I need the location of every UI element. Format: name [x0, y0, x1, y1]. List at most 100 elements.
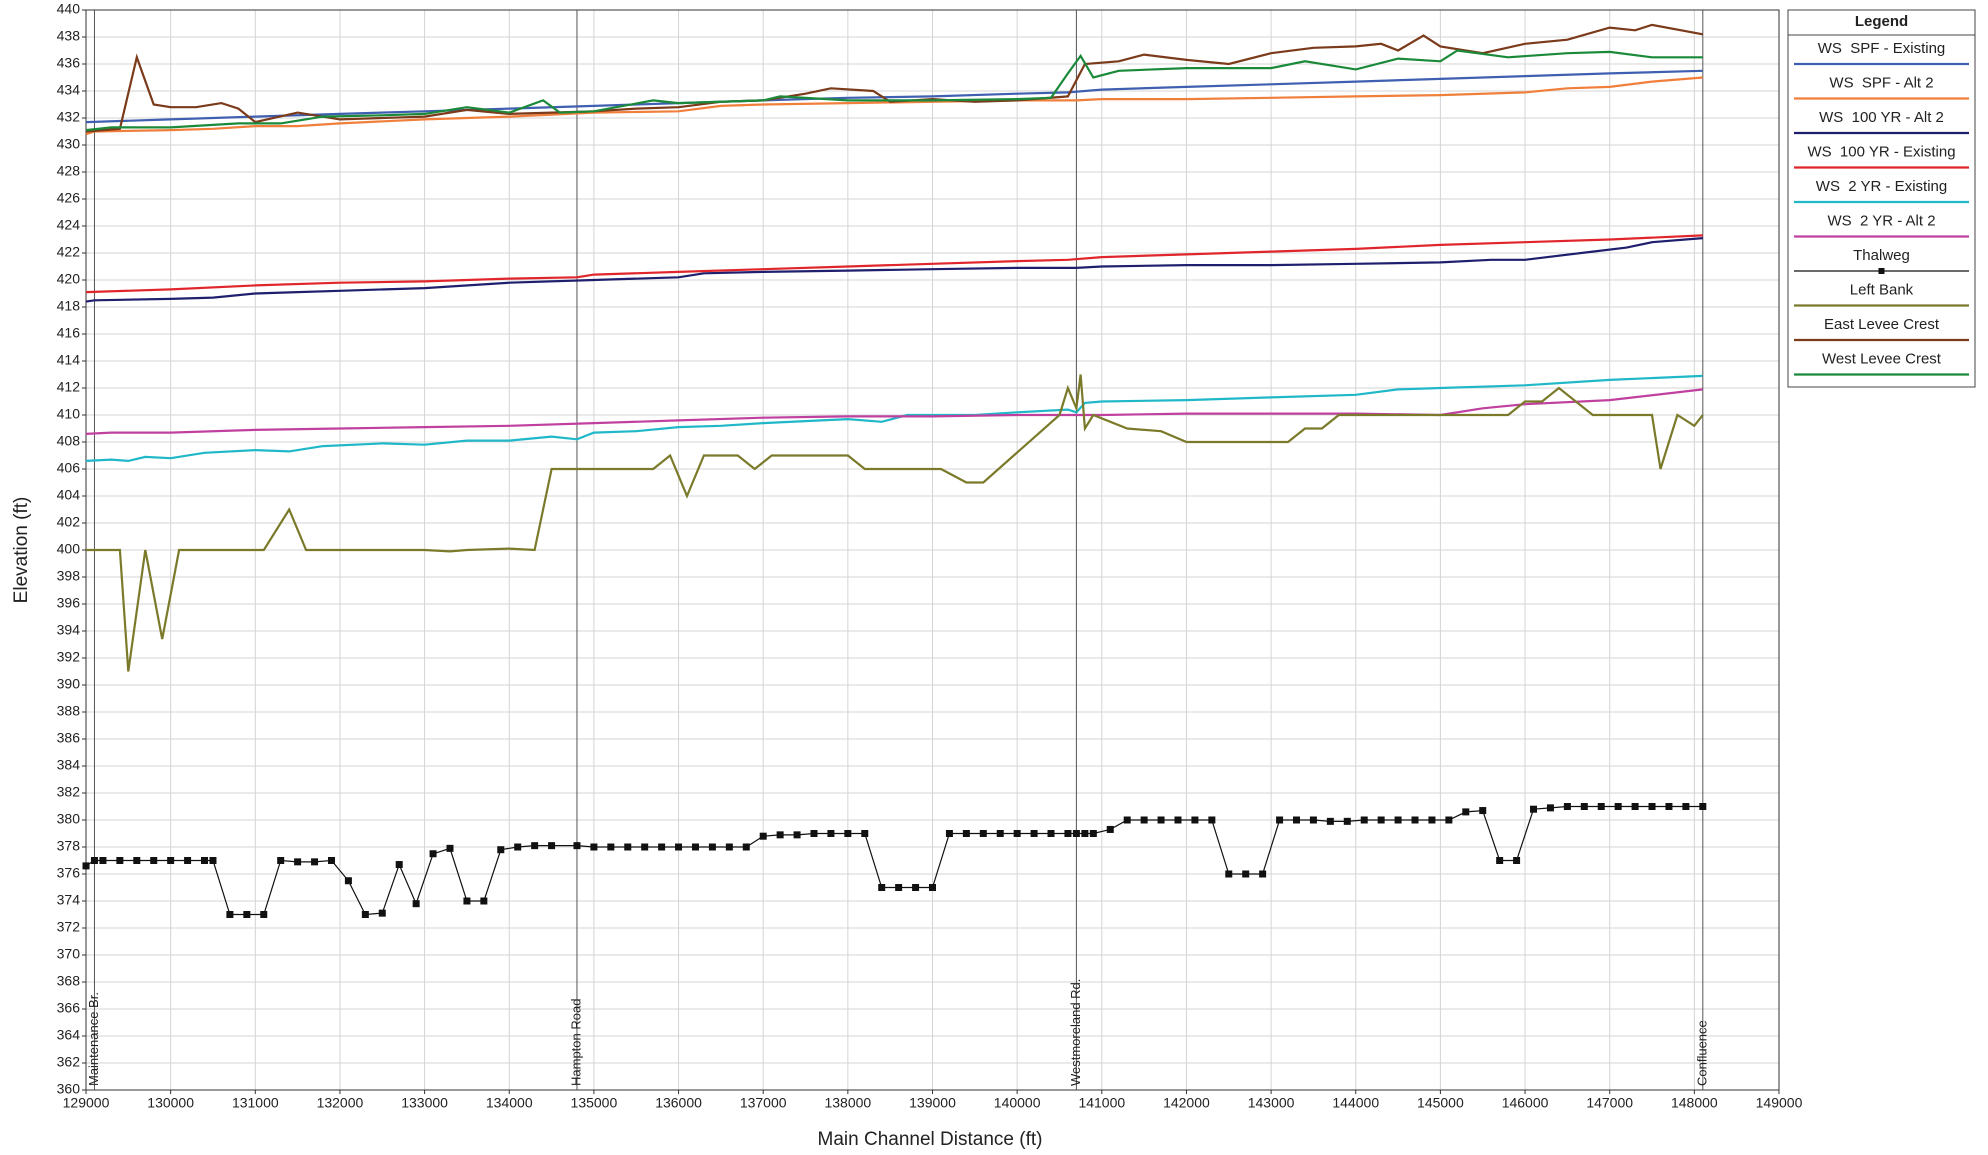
data-point — [201, 857, 209, 864]
x-tick-label: 144000 — [1332, 1095, 1379, 1111]
x-tick-label: 149000 — [1756, 1095, 1803, 1111]
legend-label: East Levee Crest — [1824, 316, 1940, 333]
data-point — [1479, 807, 1487, 815]
data-point — [344, 877, 352, 885]
legend-label: WS SPF - Alt 2 — [1829, 74, 1933, 91]
x-tick-label: 129000 — [63, 1095, 110, 1111]
data-point — [776, 831, 784, 839]
data-point — [929, 884, 936, 891]
y-tick-label: 378 — [57, 838, 81, 854]
data-point — [243, 911, 251, 918]
series-line — [85, 76, 1703, 136]
data-point — [412, 900, 420, 908]
x-tick-label: 135000 — [571, 1095, 618, 1111]
y-tick-label: 372 — [57, 919, 81, 935]
data-point — [463, 897, 471, 905]
series-line — [85, 234, 1703, 294]
y-tick-label: 400 — [57, 541, 81, 557]
x-tick-label: 146000 — [1502, 1095, 1549, 1111]
series-line — [86, 374, 1704, 672]
y-tick-label: 424 — [57, 217, 81, 233]
data-point — [1047, 830, 1055, 837]
y-tick-label: 396 — [57, 595, 81, 611]
data-point — [1157, 816, 1165, 824]
data-point — [1140, 816, 1148, 824]
data-point — [1394, 816, 1402, 824]
data-point — [979, 830, 987, 837]
x-tick-label: 138000 — [824, 1095, 871, 1111]
data-point — [742, 843, 750, 851]
series-line — [85, 23, 1704, 133]
data-point — [793, 831, 801, 839]
data-point — [82, 862, 90, 870]
data-point — [1343, 817, 1351, 825]
data-point — [962, 830, 970, 837]
data-point — [497, 846, 505, 854]
data-point — [311, 858, 319, 866]
data-point — [1614, 803, 1622, 810]
y-tick-label: 368 — [57, 973, 81, 989]
series-line — [85, 237, 1703, 303]
y-tick-label: 406 — [57, 460, 81, 476]
y-tick-label: 428 — [57, 163, 81, 179]
y-tick-label: 420 — [57, 271, 81, 287]
data-point — [1631, 803, 1639, 810]
y-tick-label: 388 — [57, 703, 81, 719]
data-point — [184, 857, 192, 864]
data-point — [1191, 816, 1199, 824]
y-tick-label: 422 — [57, 244, 81, 260]
x-tick-label: 137000 — [740, 1095, 787, 1111]
data-point — [607, 843, 615, 851]
y-tick-label: 430 — [57, 136, 81, 152]
data-point — [878, 884, 886, 891]
data-point — [1072, 830, 1080, 837]
x-tick-label: 130000 — [147, 1095, 194, 1111]
annotation-label: Westmoreland Rd. — [1068, 979, 1083, 1086]
y-tick-label: 366 — [57, 1000, 81, 1016]
y-tick-label: 418 — [57, 298, 81, 314]
x-tick-label: 132000 — [317, 1095, 364, 1111]
data-point — [1123, 816, 1131, 824]
data-point — [1496, 857, 1504, 864]
y-tick-label: 432 — [57, 109, 81, 125]
x-axis-label: Main Channel Distance (ft) — [818, 1129, 1043, 1150]
data-point — [624, 843, 632, 851]
legend-label: WS SPF - Existing — [1818, 40, 1946, 57]
data-point — [1292, 816, 1300, 824]
data-point — [945, 830, 953, 837]
data-point — [996, 830, 1004, 837]
y-tick-label: 436 — [57, 55, 81, 71]
y-tick-label: 360 — [57, 1081, 81, 1097]
data-point — [1563, 803, 1571, 810]
data-point — [167, 857, 175, 864]
data-point — [1276, 816, 1284, 824]
data-point — [1445, 816, 1453, 824]
data-point — [260, 911, 268, 918]
data-point — [1259, 870, 1267, 878]
y-tick-label: 398 — [57, 568, 81, 584]
x-tick-label: 143000 — [1248, 1095, 1295, 1111]
y-tick-label: 376 — [57, 865, 81, 881]
y-tick-label: 408 — [57, 433, 81, 449]
data-point — [1597, 803, 1605, 810]
y-tick-label: 414 — [57, 352, 81, 368]
legend-label: WS 100 YR - Alt 2 — [1819, 109, 1944, 126]
y-tick-label: 362 — [57, 1054, 81, 1070]
data-point — [1462, 808, 1470, 816]
data-point — [90, 857, 98, 864]
y-tick-label: 402 — [57, 514, 81, 530]
x-tick-label: 134000 — [486, 1095, 533, 1111]
series-line — [85, 374, 1703, 463]
y-tick-label: 426 — [57, 190, 81, 206]
data-point — [691, 843, 699, 851]
data-point — [514, 843, 522, 851]
data-point — [361, 911, 369, 918]
data-point — [1081, 830, 1089, 837]
data-point — [1208, 816, 1216, 824]
y-tick-label: 380 — [57, 811, 81, 827]
data-point — [429, 850, 437, 858]
data-point — [1530, 805, 1538, 813]
x-tick-label: 141000 — [1078, 1095, 1125, 1111]
data-point — [209, 857, 217, 864]
y-tick-label: 374 — [57, 892, 81, 908]
